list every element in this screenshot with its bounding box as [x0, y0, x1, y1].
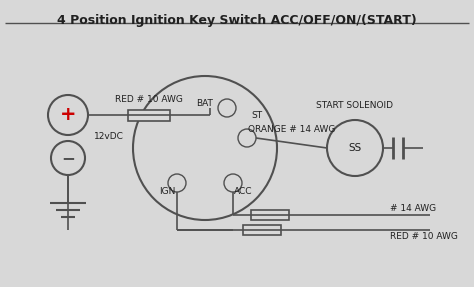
- Bar: [251, 210, 289, 220]
- Text: ACC: ACC: [234, 187, 252, 195]
- Text: # 14 AWG: # 14 AWG: [390, 204, 436, 213]
- Text: 4 Position Ignition Key Switch ACC/OFF/ON/(START): 4 Position Ignition Key Switch ACC/OFF/O…: [57, 14, 417, 27]
- Text: +: +: [60, 106, 76, 125]
- Text: SS: SS: [348, 143, 362, 153]
- Text: RED # 10 AWG: RED # 10 AWG: [390, 232, 458, 241]
- Bar: [243, 225, 281, 235]
- Bar: [128, 110, 170, 121]
- Text: ORANGE # 14 AWG: ORANGE # 14 AWG: [248, 125, 335, 135]
- Text: IGN: IGN: [159, 187, 175, 195]
- Text: RED # 10 AWG: RED # 10 AWG: [115, 94, 183, 104]
- Text: BAT: BAT: [196, 100, 213, 108]
- Text: ST: ST: [251, 112, 262, 121]
- Text: START SOLENOID: START SOLENOID: [317, 102, 393, 110]
- Text: −: −: [61, 149, 75, 167]
- Text: 12vDC: 12vDC: [94, 132, 124, 141]
